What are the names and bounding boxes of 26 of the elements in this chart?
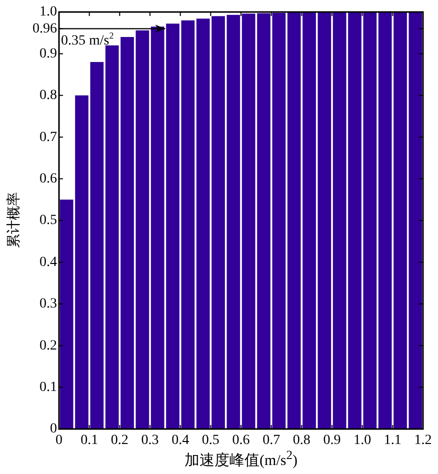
x-tick-label: 1.2 <box>414 433 432 448</box>
x-axis-title: 加速度峰值(m/s$^{2}$) <box>184 448 298 470</box>
x-tick-label: 0.3 <box>141 433 159 448</box>
y-tick-label: 0.5 <box>40 213 57 228</box>
x-tick-label: 0.7 <box>262 433 280 448</box>
y-tick-label: 0.3 <box>40 296 57 312</box>
y-tick-label: 1.0 <box>40 4 57 20</box>
x-tick-label: 0.5 <box>202 433 220 448</box>
x-tick-label: 0.8 <box>292 433 310 448</box>
x-tick-label: 0.4 <box>172 433 190 448</box>
y-tick-label: 0.96 <box>32 21 57 36</box>
y-tick-label: 0 <box>50 422 57 437</box>
x-tick-label: 0.2 <box>110 433 128 448</box>
y-axis-title: 累计概率 <box>5 192 23 248</box>
y-tick-label: 0.9 <box>40 46 57 62</box>
x-tick-label: 0.9 <box>323 433 341 448</box>
y-tick-label: 0.2 <box>40 338 57 354</box>
y-tick-label: 0.4 <box>40 254 57 270</box>
x-tick-label: 1.1 <box>384 433 402 448</box>
y-tick-label: 0.7 <box>40 130 57 145</box>
x-tick-label: 0.6 <box>232 433 250 448</box>
x-tick-label: 0.1 <box>80 433 98 448</box>
y-tick-label: 0.1 <box>40 380 57 395</box>
x-tick-label: 1.0 <box>354 433 372 448</box>
y-tick-label: 0.6 <box>40 171 57 186</box>
y-tick-label: 0.8 <box>40 88 57 104</box>
